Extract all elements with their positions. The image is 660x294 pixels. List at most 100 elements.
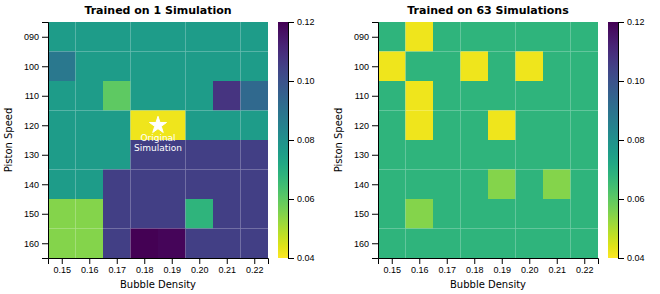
annotation: OriginalSimulation	[134, 133, 182, 153]
heatmap-cell	[76, 52, 104, 82]
heatmap-cell	[433, 229, 461, 259]
heatmap-cell	[543, 229, 571, 259]
tick: 0.20	[191, 258, 209, 275]
heatmap-cell	[406, 111, 434, 141]
tick-mark	[447, 258, 448, 264]
plot-area	[378, 22, 598, 258]
tick-mark	[392, 258, 393, 264]
tick-label: 0.08	[297, 135, 315, 145]
heatmap-cell	[186, 52, 214, 82]
heatmap-cell	[76, 111, 104, 141]
heatmap-cell	[103, 52, 131, 82]
heatmap-cell	[213, 229, 241, 259]
tick-label: 130	[24, 150, 39, 160]
heatmap-cell	[158, 170, 186, 200]
heatmap-cell	[461, 229, 489, 259]
tick-label: 140	[24, 180, 39, 190]
heatmap-cell	[241, 111, 269, 141]
heatmap-cell	[213, 170, 241, 200]
heatmap-cell	[186, 111, 214, 141]
colorbar	[278, 22, 288, 258]
heatmap-cell	[488, 170, 516, 200]
heatmap-cell	[406, 229, 434, 259]
tick-label: 0.16	[81, 265, 99, 275]
axis-line	[289, 23, 295, 259]
heatmap-cell	[103, 229, 131, 259]
tick-label: 160	[24, 239, 39, 249]
heatmap-cell	[158, 81, 186, 111]
heatmap-cell	[516, 170, 544, 200]
tick-mark	[372, 96, 378, 97]
heatmap-cell	[48, 22, 76, 52]
tick-mark	[372, 125, 378, 126]
tick-label: 120	[24, 121, 39, 131]
heatmap-cell	[378, 199, 406, 229]
tick-label: 110	[355, 91, 369, 101]
tick: 0.22	[576, 258, 594, 275]
heatmap-cell	[186, 81, 214, 111]
heatmap-cell	[571, 81, 599, 111]
heatmap-cell	[158, 229, 186, 259]
axis-line	[49, 259, 269, 265]
tick-mark	[372, 243, 378, 244]
heatmap-cell	[406, 199, 434, 229]
heatmap-cell	[131, 229, 159, 259]
tick-mark	[42, 155, 48, 156]
y-axis: 090100110120130140150160	[354, 23, 379, 259]
tick-mark	[144, 258, 145, 264]
tick: 0.18	[136, 258, 154, 275]
axis-line	[372, 23, 379, 259]
tick: 0.17	[108, 258, 126, 275]
tick: 0.19	[163, 258, 181, 275]
tick-mark	[42, 214, 48, 215]
heatmap-cell	[48, 229, 76, 259]
heatmap-cell	[76, 170, 104, 200]
heatmap-cell	[103, 170, 131, 200]
heatmap-cell	[543, 199, 571, 229]
heatmap-cell	[488, 140, 516, 170]
heatmap-cell	[571, 199, 599, 229]
tick-label: 120	[354, 121, 369, 131]
heatmap-cell	[131, 52, 159, 82]
heatmap-cell	[103, 140, 131, 170]
tick-label: 0.15	[383, 265, 401, 275]
heatmap-cell	[241, 22, 269, 52]
heatmap-cell	[433, 81, 461, 111]
heatmap-cell	[516, 199, 544, 229]
heatmap-cell	[378, 170, 406, 200]
heatmap-cell	[543, 111, 571, 141]
y-axis-title: Piston Speed	[333, 108, 344, 173]
tick-label: 100	[354, 62, 369, 72]
tick-mark	[288, 140, 294, 141]
tick-mark	[474, 258, 475, 264]
tick-label: 0.19	[163, 265, 181, 275]
tick-mark	[42, 184, 48, 185]
heatmap-cell	[406, 140, 434, 170]
tick-label: 0.19	[493, 265, 511, 275]
tick-mark	[372, 214, 378, 215]
tick-mark	[227, 258, 228, 264]
tick: 0.04	[618, 253, 645, 263]
heatmap-cell	[213, 22, 241, 52]
tick-mark	[372, 66, 378, 67]
tick: 0.21	[548, 258, 566, 275]
tick-label: 0.15	[53, 265, 71, 275]
heatmap-cell	[571, 111, 599, 141]
tick: 130	[354, 150, 378, 160]
tick-mark	[62, 258, 63, 264]
heatmap-cell	[76, 199, 104, 229]
tick-mark	[42, 66, 48, 67]
tick-mark	[288, 199, 294, 200]
tick: 0.04	[288, 253, 315, 263]
tick-label: 0.18	[466, 265, 484, 275]
tick-mark	[372, 184, 378, 185]
heatmap-cell	[76, 81, 104, 111]
tick-label: 0.10	[297, 76, 315, 86]
tick: 0.16	[81, 258, 99, 275]
tick: 0.10	[288, 76, 315, 86]
tick-label: 0.10	[627, 76, 645, 86]
heatmap-cell	[378, 22, 406, 52]
tick-label: 0.06	[297, 194, 315, 204]
heatmap-cell	[571, 140, 599, 170]
tick: 0.19	[493, 258, 511, 275]
